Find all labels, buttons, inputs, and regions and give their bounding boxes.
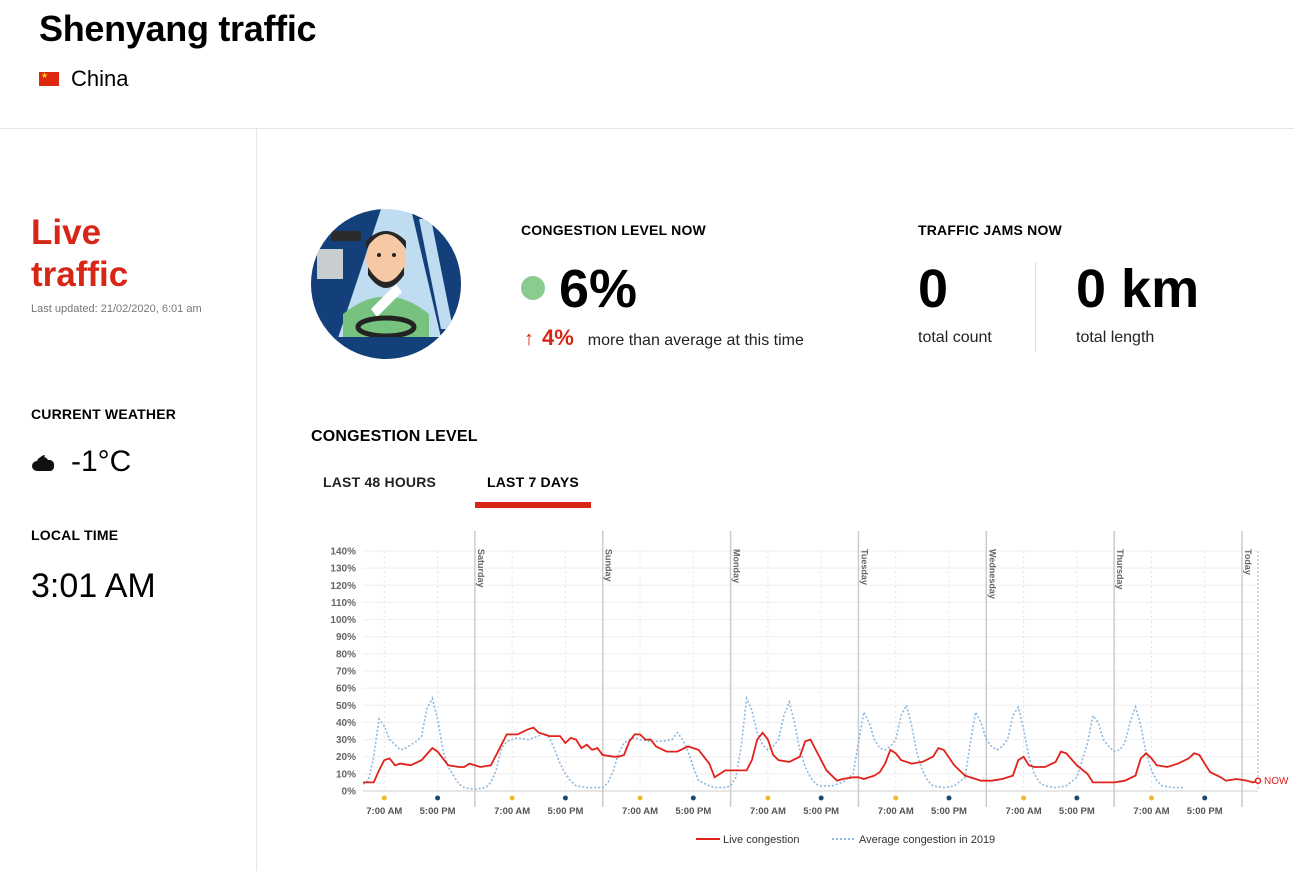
country-row: China [39, 66, 128, 92]
y-tick-label: 140% [330, 547, 356, 558]
time-tick-label: 7:00 AM [366, 806, 402, 817]
sidebar: Live traffic Last updated: 21/02/2020, 6… [0, 129, 257, 871]
congestion-change: ↑ 4% more than average at this time [524, 325, 804, 351]
morning-marker [765, 795, 771, 801]
driver-avatar [311, 209, 461, 359]
evening-marker [818, 795, 824, 801]
y-tick-label: 30% [336, 735, 356, 746]
y-tick-label: 20% [336, 752, 356, 763]
morning-marker [509, 795, 515, 801]
country-name: China [71, 66, 129, 91]
jam-length-label: total length [1076, 329, 1155, 346]
y-tick-label: 60% [336, 684, 356, 695]
day-label: Wednesday [987, 549, 997, 599]
y-tick-label: 0% [342, 787, 357, 798]
evening-marker [562, 795, 568, 801]
y-tick-label: 90% [336, 632, 356, 643]
morning-marker [893, 795, 899, 801]
day-label: Tuesday [859, 549, 869, 585]
congestion-now-value: 6% [559, 259, 638, 319]
local-time-label: LOCAL TIME [31, 527, 119, 543]
morning-marker [381, 795, 387, 801]
jam-count-label: total count [918, 329, 992, 346]
evening-marker [1074, 795, 1080, 801]
morning-marker [1021, 795, 1027, 801]
arrow-up-icon: ↑ [524, 328, 534, 350]
time-tick-label: 5:00 PM [803, 806, 839, 817]
now-label: NOW [1264, 776, 1289, 787]
time-tick-label: 7:00 AM [494, 806, 530, 817]
evening-marker [946, 795, 952, 801]
tab-last-7-days[interactable]: LAST 7 DAYS [487, 474, 579, 490]
china-flag-icon [39, 70, 59, 86]
time-tick-label: 5:00 PM [1187, 806, 1223, 817]
time-tick-label: 5:00 PM [547, 806, 583, 817]
day-label: Saturday [476, 549, 486, 588]
time-tick-label: 7:00 AM [1133, 806, 1169, 817]
time-tick-label: 5:00 PM [931, 806, 967, 817]
morning-marker [1148, 795, 1154, 801]
page-title: Shenyang traffic [39, 8, 317, 49]
time-tick-label: 5:00 PM [1059, 806, 1095, 817]
jam-length-value: 0 km [1076, 259, 1200, 319]
y-tick-label: 80% [336, 649, 356, 660]
y-tick-label: 40% [336, 718, 356, 729]
congestion-change-text: more than average at this time [587, 332, 804, 349]
congestion-level-label: CONGESTION LEVEL [311, 428, 478, 445]
page-header: Shenyang traffic China [0, 0, 1294, 129]
congestion-chart: 0% 10% 20% 30% 40% 50% 60% 70% 80% 90% 100% 110% 120… [330, 531, 1289, 846]
morning-marker [637, 795, 643, 801]
time-tick-label: 7:00 AM [750, 806, 786, 817]
traffic-jams-label: TRAFFIC JAMS NOW [918, 222, 1062, 238]
local-time: 3:01 AM [31, 567, 156, 605]
active-tab-indicator [475, 502, 591, 508]
evening-marker [435, 795, 441, 801]
congestion-now-label: CONGESTION LEVEL NOW [521, 222, 706, 238]
y-tick-label: 70% [336, 667, 356, 678]
partly-cloudy-night-icon [32, 455, 55, 471]
time-tick-label: 5:00 PM [420, 806, 456, 817]
series-live-congestion [363, 726, 1259, 784]
tab-last-48-hours[interactable]: LAST 48 HOURS [323, 474, 437, 490]
time-tick-label: 5:00 PM [675, 806, 711, 817]
evening-marker [1202, 795, 1208, 801]
day-label: Thursday [1115, 549, 1125, 590]
time-tick-label: 7:00 AM [622, 806, 658, 817]
time-tick-label: 7:00 AM [878, 806, 914, 817]
y-tick-label: 110% [331, 598, 356, 609]
weather-row: -1°C [31, 445, 131, 479]
y-tick-label: 120% [330, 581, 356, 592]
congestion-status-dot [521, 276, 545, 300]
day-label: Sunday [604, 549, 614, 582]
day-label: Today [1243, 549, 1253, 575]
congestion-change-value: 4% [542, 325, 574, 350]
live-traffic-title: Live traffic [31, 213, 129, 294]
y-tick-label: 10% [336, 769, 356, 780]
day-label: Monday [732, 549, 742, 583]
series-average-congestion [362, 695, 1184, 791]
y-tick-label: 130% [330, 564, 356, 575]
y-tick-label: 50% [336, 701, 356, 712]
now-point [1254, 777, 1262, 784]
current-weather-label: CURRENT WEATHER [31, 406, 177, 422]
y-tick-label: 100% [330, 615, 356, 626]
jam-count-value: 0 [918, 259, 949, 319]
evening-marker [690, 795, 696, 801]
legend-live-label: Live congestion [723, 834, 799, 846]
jams-divider [1035, 262, 1036, 352]
weather-temperature: -1°C [71, 445, 132, 478]
time-tick-label: 7:00 AM [1006, 806, 1042, 817]
legend-average-label: Average congestion in 2019 [859, 834, 995, 846]
last-updated: Last updated: 21/02/2020, 6:01 am [31, 303, 202, 315]
